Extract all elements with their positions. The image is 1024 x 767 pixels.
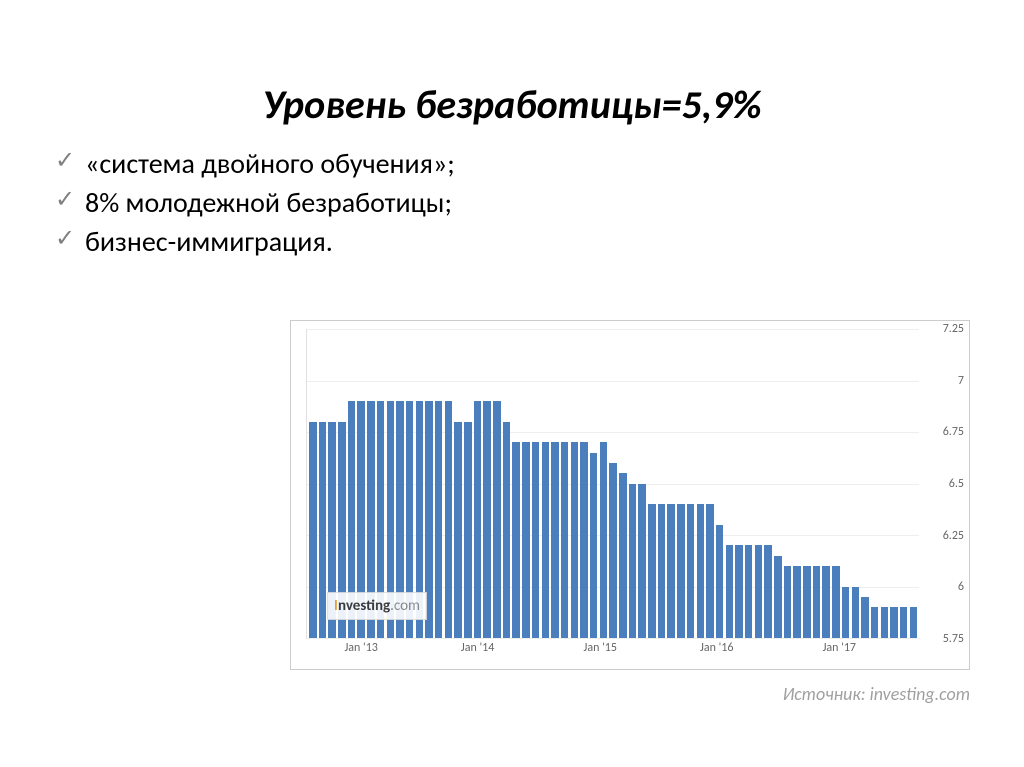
chart-bar: [435, 401, 443, 638]
chart-bar: [590, 453, 598, 638]
x-axis: Jan '13 Jan '14 Jan '15 Jan '16 Jan '17: [306, 641, 919, 661]
y-tick-label: 6.5: [949, 477, 964, 491]
watermark-logo: Investing.com: [327, 592, 427, 620]
chart-bar: [910, 607, 918, 638]
chart-bar: [483, 401, 491, 638]
y-tick-label: 7.25: [943, 322, 964, 336]
chart-bar: [813, 566, 821, 638]
chart-bar: [764, 545, 772, 638]
chart-bar: [309, 422, 317, 638]
chart-bar: [667, 504, 675, 638]
y-tick-label: 5.75: [943, 632, 964, 646]
chart-bar: [512, 442, 520, 638]
source-label: Источник: investing.com: [783, 683, 970, 705]
chart-bar: [677, 504, 685, 638]
chart-bar: [522, 442, 530, 638]
chart-bar: [648, 504, 656, 638]
chart-bar: [803, 566, 811, 638]
chart-bar: [784, 566, 792, 638]
chart-bar: [609, 463, 617, 638]
chart-bar: [716, 525, 724, 638]
chart-bar: [445, 401, 453, 638]
chart-bar: [658, 504, 666, 638]
chart-bar: [580, 442, 588, 638]
chart-container: Investing.com 5.75 6 6.25 6.5 6.75 7 7.25 Jan …: [290, 320, 970, 670]
chart-bar: [881, 607, 889, 638]
chart-bar: [774, 556, 782, 638]
y-tick-label: 6.25: [943, 529, 964, 543]
chart-bar: [861, 597, 869, 638]
chart-bar: [890, 607, 898, 638]
chart-bar: [755, 545, 763, 638]
chart-bar: [503, 422, 511, 638]
x-tick-label: Jan '17: [823, 641, 856, 655]
x-tick-label: Jan '13: [344, 641, 377, 655]
chart-bar: [454, 422, 462, 638]
chart-bar: [735, 545, 743, 638]
y-tick-label: 7: [958, 374, 964, 388]
watermark-suffix: .com: [390, 597, 420, 615]
chart-bar: [697, 504, 705, 638]
bullet-item: бизнес-иммиграция.: [55, 222, 1024, 261]
chart-bar: [319, 422, 327, 638]
slide-title: Уровень безработицы=5,9%: [0, 0, 1024, 139]
y-tick-label: 6: [958, 580, 964, 594]
chart-bar: [842, 587, 850, 639]
chart-bar: [629, 484, 637, 639]
chart-bar: [852, 587, 860, 639]
chart-wrapper: Investing.com 5.75 6 6.25 6.5 6.75 7 7.25 Jan …: [290, 320, 970, 700]
chart-bar: [793, 566, 801, 638]
chart-bar: [638, 484, 646, 639]
chart-bar: [619, 473, 627, 638]
chart-bar: [745, 545, 753, 638]
chart-bar: [726, 545, 734, 638]
bullet-list: «система двойного обучения»;8% молодежно…: [0, 139, 1024, 262]
bullet-item: «система двойного обучения»;: [55, 144, 1024, 183]
chart-bar: [561, 442, 569, 638]
grid-line: [307, 638, 919, 639]
chart-bar: [493, 401, 501, 638]
chart-bar: [822, 566, 830, 638]
chart-bar: [551, 442, 559, 638]
x-tick-label: Jan '15: [584, 641, 617, 655]
y-tick-label: 6.75: [943, 425, 964, 439]
chart-bar: [474, 401, 482, 638]
chart-bar: [571, 442, 579, 638]
y-axis: 5.7566.256.56.7577.25: [924, 329, 964, 639]
chart-bar: [532, 442, 540, 638]
bullet-item: 8% молодежной безработицы;: [55, 183, 1024, 222]
x-tick-label: Jan '16: [700, 641, 733, 655]
chart-bar: [687, 504, 695, 638]
watermark-main: nvesting: [338, 597, 390, 615]
chart-plot-area: Investing.com: [306, 329, 919, 639]
chart-bar: [900, 607, 908, 638]
chart-bar: [542, 442, 550, 638]
x-tick-label: Jan '14: [461, 641, 494, 655]
chart-bar: [706, 504, 714, 638]
chart-bar: [464, 422, 472, 638]
chart-bar: [871, 607, 879, 638]
chart-bar: [600, 442, 608, 638]
chart-bar: [832, 566, 840, 638]
